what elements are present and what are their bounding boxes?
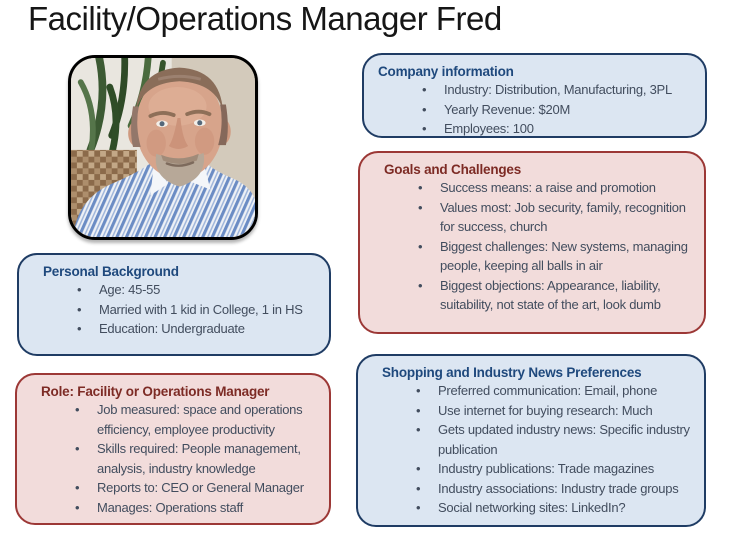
card-title: Role: Facility or Operations Manager — [41, 384, 270, 399]
card-title: Goals and Challenges — [384, 162, 522, 177]
bullet-item: Married with 1 kid in College, 1 in HS — [69, 300, 321, 320]
bullet-item: Gets updated industry news: Specific ind… — [408, 420, 696, 459]
bullet-list: Preferred communication: Email, phone Us… — [358, 381, 704, 518]
card-title: Shopping and Industry News Preferences — [382, 365, 642, 380]
bullet-item: Preferred communication: Email, phone — [408, 381, 696, 401]
bullet-item: Use internet for buying research: Much — [408, 401, 696, 421]
bullet-item: Biggest objections: Appearance, liabilit… — [410, 276, 696, 315]
bullet-item: Biggest challenges: New systems, managin… — [410, 237, 696, 276]
page-title: Facility/Operations Manager Fred — [28, 0, 502, 37]
card-title: Personal Background — [43, 264, 179, 279]
bullet-list: Industry: Distribution, Manufacturing, 3… — [364, 80, 705, 139]
bullet-list: Job measured: space and operations effic… — [17, 400, 329, 517]
bullet-item: Industry: Distribution, Manufacturing, 3… — [414, 80, 697, 100]
fred-portrait-illustration — [71, 58, 255, 237]
company-information-card: Company information Industry: Distributi… — [362, 53, 707, 138]
bullet-list: Success means: a raise and promotion Val… — [360, 178, 704, 315]
bullet-item: Success means: a raise and promotion — [410, 178, 696, 198]
bullet-item: Social networking sites: LinkedIn? — [408, 498, 696, 518]
bullet-list: Age: 45-55 Married with 1 kid in College… — [19, 280, 329, 339]
personal-background-card: Personal Background Age: 45-55 Married w… — [17, 253, 331, 356]
bullet-item: Age: 45-55 — [69, 280, 321, 300]
bullet-item: Job measured: space and operations effic… — [67, 400, 321, 439]
bullet-item: Industry associations: Industry trade gr… — [408, 479, 696, 499]
bullet-item: Industry publications: Trade magazines — [408, 459, 696, 479]
goals-and-challenges-card: Goals and Challenges Success means: a ra… — [358, 151, 706, 334]
persona-photo — [68, 55, 258, 240]
bullet-item: Reports to: CEO or General Manager — [67, 478, 321, 498]
bullet-item: Skills required: People management, anal… — [67, 439, 321, 478]
bullet-item: Values most: Job security, family, recog… — [410, 198, 696, 237]
role-card: Role: Facility or Operations Manager Job… — [15, 373, 331, 525]
shopping-and-news-preferences-card: Shopping and Industry News Preferences P… — [356, 354, 706, 527]
bullet-item: Education: Undergraduate — [69, 319, 321, 339]
bullet-item: Manages: Operations staff — [67, 498, 321, 518]
bullet-item: Employees: 100 — [414, 119, 697, 139]
bullet-item: Yearly Revenue: $20M — [414, 100, 697, 120]
card-title: Company information — [378, 64, 514, 79]
